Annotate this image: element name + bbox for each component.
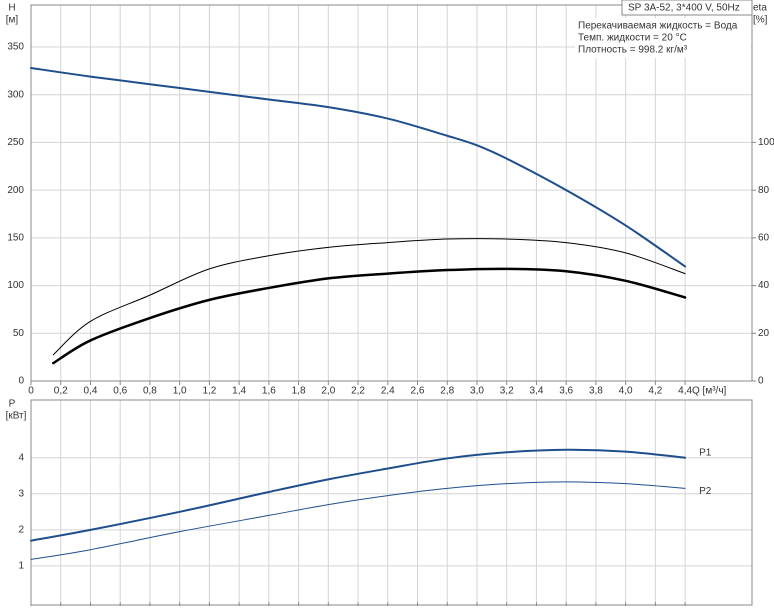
x-tick-label: 1,6 — [262, 386, 276, 397]
x-tick-label: 4,2 — [648, 386, 662, 397]
x-tick-label: 0,6 — [113, 386, 127, 397]
x-tick-label: 0,4 — [84, 386, 98, 397]
x-tick-label: 2,4 — [381, 386, 395, 397]
y-label: H — [8, 3, 15, 14]
y-tick-label: 4 — [18, 452, 24, 463]
y-tick-label: 50 — [13, 328, 25, 339]
y-tick-label: 2 — [18, 524, 24, 535]
x-tick-label: 1,0 — [173, 386, 187, 397]
y2-tick-label: 100 — [758, 137, 774, 148]
y-tick-label: 150 — [7, 232, 24, 243]
curve — [52, 238, 686, 356]
x-tick-label: 3,0 — [470, 386, 484, 397]
y-label: P — [9, 399, 16, 410]
x-tick-label: 4,0 — [619, 386, 633, 397]
info-box — [621, 0, 753, 16]
y-tick-label: 350 — [7, 42, 24, 53]
y-tick-label: 3 — [18, 488, 24, 499]
y-tick-label: 300 — [7, 89, 24, 100]
curve — [52, 267, 687, 365]
y2-tick-label: 20 — [758, 328, 770, 339]
x-tick-label: 3,8 — [589, 386, 603, 397]
x-tick-label: 1,2 — [202, 386, 216, 397]
x-tick-label: 1,4 — [232, 386, 246, 397]
curve — [30, 448, 687, 542]
y-tick-label: 100 — [7, 280, 24, 291]
y-unit: [м] — [6, 15, 19, 26]
x-tick-label: 2,6 — [411, 386, 425, 397]
info-background — [575, 18, 751, 58]
x-tick-label: 0,8 — [143, 386, 157, 397]
y-tick-label: 250 — [7, 137, 24, 148]
x-tick-label: 4,4 — [678, 386, 692, 397]
x-tick-label: 2,2 — [351, 386, 365, 397]
legend-label: P1 — [699, 447, 712, 458]
info-title: SP 3A-52, 3*400 V, 50Hz — [628, 3, 740, 14]
x-tick-label: 0,2 — [54, 386, 68, 397]
x-tick-label: 3,2 — [500, 386, 514, 397]
curve — [30, 481, 686, 560]
curve — [30, 66, 687, 268]
y-tick-label: 0 — [18, 376, 24, 387]
y2-tick-label: 0 — [758, 376, 764, 387]
y2-unit: [%] — [753, 15, 768, 26]
info-line: Плотность = 998.2 кг/м³ — [578, 45, 688, 56]
x-tick-label: 1,8 — [292, 386, 306, 397]
y-tick-label: 200 — [7, 185, 24, 196]
y-unit: [кВт] — [6, 411, 27, 422]
y2-tick-label: 60 — [758, 232, 770, 243]
top-plot-frame — [30, 4, 753, 382]
y2-tick-label: 80 — [758, 185, 770, 196]
x-tick-label: 0 — [28, 386, 34, 397]
info-line: Перекачиваемая жидкость = Вода — [578, 21, 738, 32]
x-tick-label: 2,8 — [440, 386, 454, 397]
legend-label: P2 — [699, 486, 712, 497]
x-tick-label: 3,4 — [529, 386, 543, 397]
y-tick-label: 1 — [18, 561, 24, 572]
y2-tick-label: 40 — [758, 280, 770, 291]
x-label: Q [м³/ч] — [692, 386, 727, 397]
info-line: Темп. жидкости = 20 °C — [578, 33, 687, 44]
x-tick-label: 3,6 — [559, 386, 573, 397]
y2-label: eta — [753, 3, 767, 14]
x-tick-label: 2,0 — [321, 386, 335, 397]
bottom-plot-frame — [30, 399, 753, 606]
